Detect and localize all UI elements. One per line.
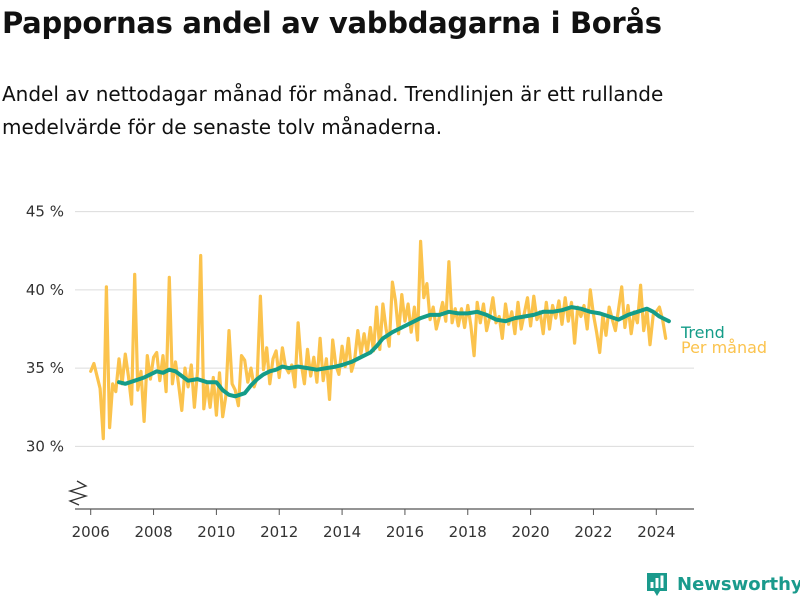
x-tick-label: 2020 (512, 523, 550, 541)
x-tick-label: 2010 (197, 523, 235, 541)
axis-break-icon (67, 480, 89, 506)
series-label-trend: Trend (680, 323, 725, 342)
x-axis-tick-labels: 2006 2008 2010 2012 2014 2016 2018 2020 2022 2024 (72, 523, 676, 541)
page-subtitle: Andel av nettodagar månad för månad. Tre… (2, 82, 664, 139)
x-tick-label: 2022 (574, 523, 612, 541)
y-tick-label: 35 % (26, 359, 64, 377)
chart-series (89, 239, 671, 441)
series-line-per-manad (89, 239, 668, 441)
x-tick-label: 2012 (260, 523, 298, 541)
y-axis-tick-labels: 30 % 35 % 40 % 45 % (26, 203, 64, 456)
x-tick-label: 2008 (134, 523, 172, 541)
brand-name: Newsworthy (677, 573, 800, 595)
y-tick-label: 40 % (26, 281, 64, 299)
x-tick-label: 2024 (637, 523, 675, 541)
page-title: Pappornas andel av vabbdagarna i Borås (2, 6, 662, 40)
x-tick-label: 2018 (449, 523, 487, 541)
newsworthy-logo-icon (647, 573, 667, 596)
x-tick-label: 2006 (72, 523, 110, 541)
x-axis (67, 480, 694, 515)
y-tick-label: 30 % (26, 437, 64, 455)
x-tick-label: 2014 (323, 523, 361, 541)
series-label-per-manad: Per månad (681, 338, 767, 357)
brand-logo: Newsworthy (645, 570, 800, 598)
y-tick-label: 45 % (26, 203, 64, 221)
series-line-trend (117, 305, 671, 399)
x-tick-label: 2016 (386, 523, 424, 541)
